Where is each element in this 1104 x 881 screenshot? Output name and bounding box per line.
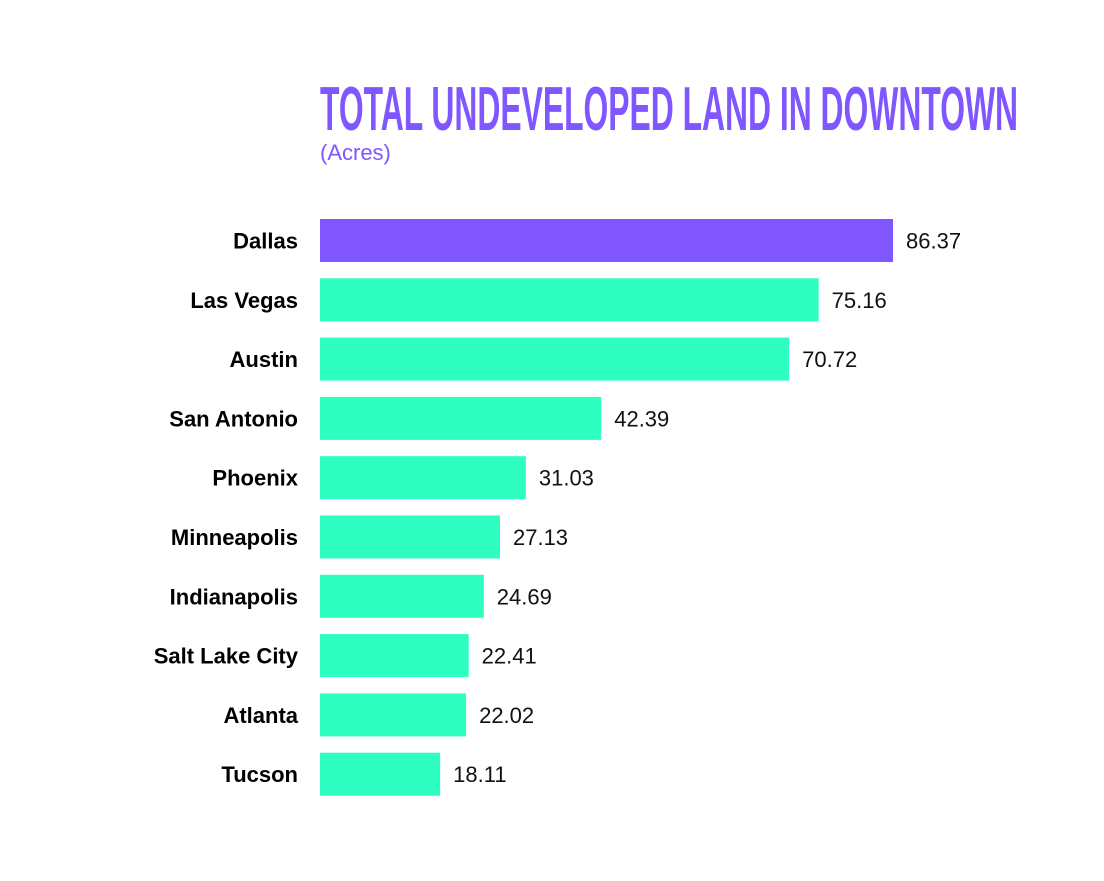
category-label: San Antonio xyxy=(169,406,298,431)
category-label: Austin xyxy=(230,347,298,372)
category-label: Salt Lake City xyxy=(154,644,299,669)
value-label: 24.69 xyxy=(497,584,552,609)
value-label: 22.41 xyxy=(482,644,537,669)
bar-san-antonio xyxy=(320,396,602,440)
value-label: 42.39 xyxy=(614,406,669,431)
bar-phoenix xyxy=(320,456,526,500)
value-label: 75.16 xyxy=(832,288,887,313)
category-label: Dallas xyxy=(233,229,298,254)
bar-salt-lake-city xyxy=(320,634,469,678)
category-label: Phoenix xyxy=(212,466,298,491)
bar-atlanta xyxy=(320,693,467,737)
category-label: Indianapolis xyxy=(170,584,298,609)
bar-las-vegas xyxy=(320,278,819,322)
category-label: Atlanta xyxy=(223,703,298,728)
value-label: 27.13 xyxy=(513,525,568,550)
chart-title: TOTAL UNDEVELOPED LAND IN DOWNTOWN xyxy=(320,75,1018,144)
bars-group: Dallas 86.37 Las Vegas 75.16 Austin 70.72 San … xyxy=(154,219,961,796)
category-label: Tucson xyxy=(221,762,298,787)
value-label: 22.02 xyxy=(479,703,534,728)
bar-tucson xyxy=(320,752,441,796)
category-label: Minneapolis xyxy=(171,525,298,550)
bar-indianapolis xyxy=(320,574,484,618)
value-label: 86.37 xyxy=(906,229,961,254)
value-label: 31.03 xyxy=(539,466,594,491)
category-label: Las Vegas xyxy=(190,288,298,313)
bar-minneapolis xyxy=(320,515,500,559)
value-label: 70.72 xyxy=(802,347,857,372)
chart-subtitle: (Acres) xyxy=(320,140,391,165)
value-label: 18.11 xyxy=(453,762,506,787)
bar-austin xyxy=(320,337,790,381)
bar-dallas xyxy=(320,219,893,262)
